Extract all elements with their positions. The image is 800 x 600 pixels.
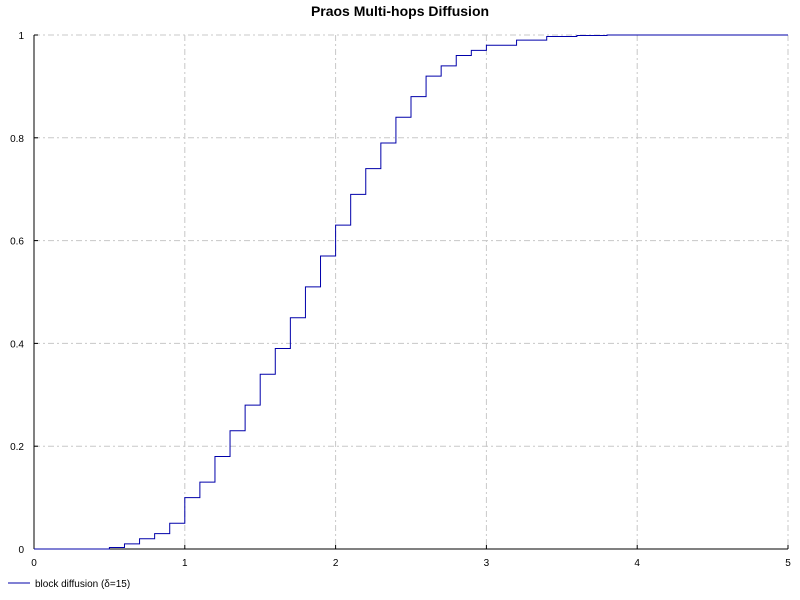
x-tick-label: 0 — [31, 558, 37, 569]
y-tick-label: 0.6 — [10, 237, 24, 248]
y-tick-label: 0.4 — [10, 339, 24, 350]
y-tick-label: 0.2 — [10, 442, 24, 453]
grid — [34, 34, 789, 549]
legend-label: block diffusion (δ=15) — [35, 579, 130, 590]
x-tick-label: 3 — [484, 558, 490, 569]
x-tick-label: 4 — [634, 558, 640, 569]
x-tick-label: 5 — [785, 558, 791, 569]
y-tick-label: 0.8 — [10, 134, 24, 145]
legend: block diffusion (δ=15) — [8, 579, 130, 590]
chart-title: Praos Multi-hops Diffusion — [311, 3, 489, 19]
x-tick-label: 2 — [333, 558, 339, 569]
tick-labels: 0 1 2 3 4 5 0 0.2 0.4 0.6 0.8 1 — [10, 31, 791, 569]
series-line — [34, 34, 788, 550]
x-tick-label: 1 — [182, 558, 188, 569]
y-tick-label: 0 — [18, 545, 24, 556]
axes — [33, 34, 789, 550]
y-tick-label: 1 — [18, 31, 24, 42]
plot-area — [34, 34, 788, 550]
